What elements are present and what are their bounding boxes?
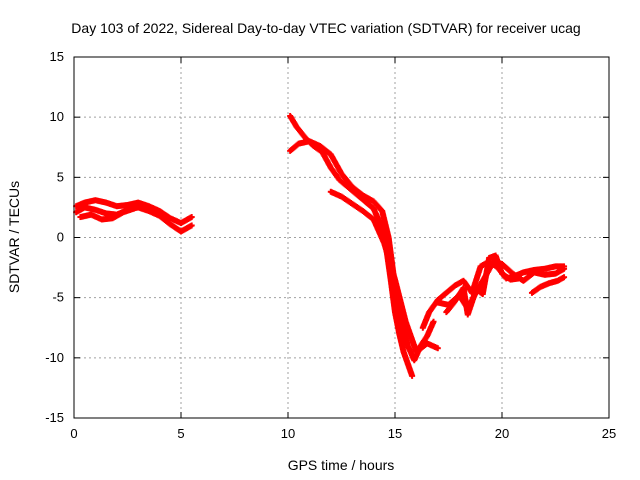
ticks: 0 5 10 15 20 25 -15 -10 -5 0 5 10 15 <box>45 49 616 441</box>
series-track-late-d <box>528 274 568 296</box>
x-tick-label: 15 <box>388 426 402 441</box>
y-tick-label: 15 <box>50 49 64 64</box>
x-tick-label: 5 <box>177 426 184 441</box>
x-tick-label: 0 <box>70 426 77 441</box>
series-track-main-a <box>287 112 416 379</box>
y-tick-label: -15 <box>45 410 64 425</box>
y-tick-label: 0 <box>57 230 64 245</box>
y-tick-label: -10 <box>45 350 64 365</box>
series-track-main-c <box>327 188 441 355</box>
y-tick-label: 5 <box>57 169 64 184</box>
series-track-main-b <box>287 138 437 364</box>
series-track-late-c <box>443 252 523 318</box>
x-tick-label: 10 <box>281 426 295 441</box>
series-track-late-a <box>419 258 568 331</box>
y-tick-label: 10 <box>50 109 64 124</box>
series-track-early-c <box>77 205 137 223</box>
x-tick-label: 20 <box>495 426 509 441</box>
chart-title: Day 103 of 2022, Sidereal Day-to-day VTE… <box>71 20 580 36</box>
data-points <box>73 112 568 379</box>
y-axis-label: SDTVAR / TECUs <box>6 181 22 293</box>
y-tick-label: -5 <box>52 290 64 305</box>
x-axis-label: GPS time / hours <box>288 457 395 473</box>
grid <box>74 57 609 418</box>
x-tick-label: 25 <box>602 426 616 441</box>
